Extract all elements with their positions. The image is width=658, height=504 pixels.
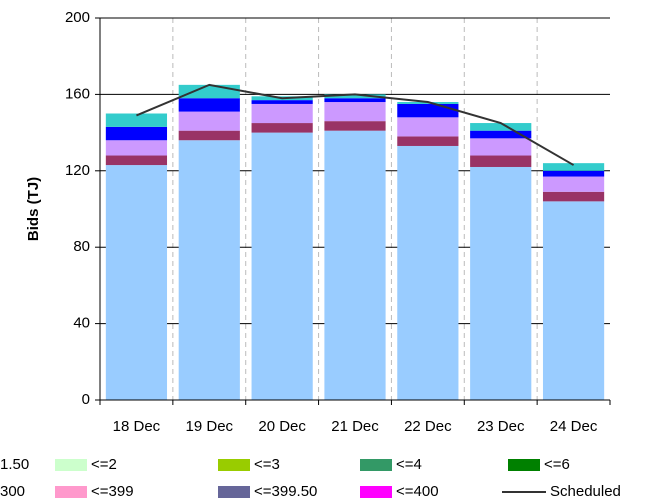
y-tick-label: 80 <box>73 238 90 255</box>
bar-segment <box>397 136 459 146</box>
legend-swatch <box>218 486 250 498</box>
bar-segment <box>542 170 605 177</box>
x-tick-label: 20 Dec <box>258 418 306 435</box>
legend-label: <=2 <box>91 456 117 473</box>
y-tick-label: 0 <box>82 391 90 408</box>
x-tick-label: 18 Dec <box>113 418 161 435</box>
legend-swatch <box>55 486 87 498</box>
legend-label: 300 <box>0 483 25 500</box>
legend-label: <=3 <box>254 456 280 473</box>
bar-segment <box>470 123 532 131</box>
legend-swatch <box>360 486 392 498</box>
y-axis-label: Bids (TJ) <box>25 177 42 241</box>
bar-segment <box>397 103 459 118</box>
bar-segment <box>470 130 532 139</box>
bar-segment <box>251 100 313 104</box>
legend-label: <=399.50 <box>254 483 317 500</box>
bar-segment <box>324 94 386 99</box>
bar-segment <box>470 138 532 156</box>
line-series <box>136 83 575 166</box>
bar-segment <box>105 165 168 400</box>
bar-segment <box>105 113 168 127</box>
y-tick-label: 120 <box>65 162 90 179</box>
x-tick-label: 23 Dec <box>477 418 525 435</box>
x-tick-label: 22 Dec <box>404 418 452 435</box>
legend-label: 1.50 <box>0 456 29 473</box>
legend-swatch <box>55 459 87 471</box>
bar-segment <box>105 155 168 166</box>
bar-segment <box>324 98 386 103</box>
bar-segment <box>397 145 459 400</box>
bar-segment <box>542 176 605 192</box>
bar-segment <box>470 155 532 167</box>
legend-swatch <box>508 459 540 471</box>
bar-segment <box>324 130 386 400</box>
bar-segment <box>397 117 459 137</box>
bar-segment <box>251 103 313 124</box>
bar-segment <box>470 166 532 400</box>
bar-segment <box>178 111 240 131</box>
bar-segment <box>542 191 605 202</box>
bar-segment <box>178 140 240 401</box>
legend-swatch <box>218 459 250 471</box>
bar-segment <box>542 201 605 400</box>
bar-segment <box>251 132 313 400</box>
legend-label: <=6 <box>544 456 570 473</box>
y-tick-label: 200 <box>65 9 90 26</box>
x-tick-label: 24 Dec <box>550 418 598 435</box>
legend-label: <=399 <box>91 483 134 500</box>
bar-segment <box>324 102 386 122</box>
bar-segment <box>178 98 240 112</box>
bar-segment <box>178 84 240 99</box>
bar-segment <box>542 163 605 171</box>
bar-segment <box>105 140 168 156</box>
bar-segment <box>324 121 386 131</box>
bar-segment <box>251 123 313 133</box>
y-tick-label: 40 <box>73 315 90 332</box>
legend-label: <=400 <box>396 483 439 500</box>
x-tick-label: 19 Dec <box>186 418 234 435</box>
bar-segment <box>178 130 240 141</box>
x-tick-label: 21 Dec <box>331 418 379 435</box>
bar-segment <box>105 126 168 141</box>
legend-label: <=4 <box>396 456 422 473</box>
legend-label: Scheduled <box>550 483 621 500</box>
legend-swatch <box>360 459 392 471</box>
y-tick-label: 160 <box>65 85 90 102</box>
